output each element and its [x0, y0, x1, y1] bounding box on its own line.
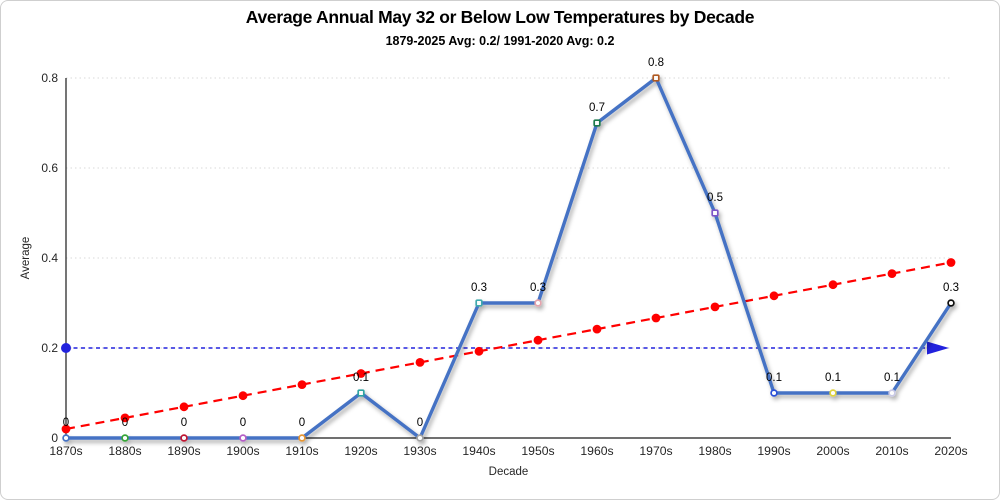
data-label: 0.5 — [707, 192, 723, 204]
data-label: 0.1 — [884, 372, 900, 384]
y-tick-label: 0.6 — [41, 161, 58, 175]
trend-point — [120, 413, 130, 423]
data-point-1970s — [652, 74, 660, 82]
data-point-1900s — [239, 434, 247, 442]
trend-point — [946, 258, 956, 267]
y-tick-label: 0.8 — [41, 71, 58, 85]
data-point-2020s — [947, 299, 955, 307]
x-tick-label: 2010s — [875, 444, 908, 458]
x-tick-label: 1870s — [49, 444, 82, 458]
trend-point — [769, 291, 779, 301]
data-label: 0.3 — [530, 282, 546, 294]
x-tick-label: 1920s — [344, 444, 377, 458]
x-tick-label: 2000s — [816, 444, 849, 458]
trend-point — [179, 402, 189, 412]
x-tick-label: 1970s — [639, 444, 672, 458]
data-label: 0.3 — [471, 282, 487, 294]
x-tick-label: 1960s — [580, 444, 613, 458]
trend-point — [828, 280, 838, 290]
x-tick-label: 1900s — [226, 444, 259, 458]
trendline — [65, 261, 952, 431]
data-point-2000s — [829, 389, 837, 397]
data-label: 0 — [417, 417, 423, 429]
series-group — [62, 74, 955, 442]
chart-title: Average Annual May 32 or Below Low Tempe… — [245, 7, 755, 27]
data-point-1990s — [770, 389, 778, 397]
x-tick-label: 1910s — [285, 444, 318, 458]
trend-point — [238, 391, 248, 401]
y-tick-label: 0 — [51, 431, 58, 445]
series-line — [64, 76, 953, 440]
y-tick-label: 0.2 — [41, 341, 58, 355]
x-axis-title: Decade — [489, 466, 529, 478]
y-axis-title: Average — [20, 237, 32, 280]
data-point-1940s — [475, 299, 483, 307]
data-label: 0.1 — [825, 372, 841, 384]
x-tick-label: 1890s — [167, 444, 200, 458]
data-label: 0 — [122, 417, 128, 429]
trend-point — [356, 369, 366, 378]
x-tick-label: 1950s — [521, 444, 554, 458]
x-tick-label: 1880s — [108, 444, 141, 458]
data-point-1890s — [180, 434, 188, 442]
data-point-1920s — [357, 389, 365, 397]
data-label: 0.1 — [353, 372, 369, 384]
x-tick-label: 1930s — [403, 444, 436, 458]
data-point-1950s — [534, 299, 542, 307]
reference-start-dot — [61, 343, 71, 353]
data-point-1910s — [298, 434, 306, 442]
data-label: 0 — [181, 417, 187, 429]
data-point-1930s — [416, 434, 424, 442]
data-label: 0.3 — [943, 282, 959, 294]
data-label: 0 — [63, 417, 69, 429]
trend-point — [710, 302, 720, 312]
data-point-1880s — [121, 434, 129, 442]
trend-point — [61, 424, 71, 434]
x-tick-label: 1980s — [698, 444, 731, 458]
x-tick-label: 1990s — [757, 444, 790, 458]
chart-subtitle: 1879-2025 Avg: 0.2/ 1991-2020 Avg: 0.2 — [385, 34, 615, 48]
data-point-2010s — [888, 389, 896, 397]
x-tick-label: 1940s — [462, 444, 495, 458]
trend-point — [651, 313, 661, 323]
data-label: 0 — [299, 417, 305, 429]
data-label: 0.7 — [589, 102, 605, 114]
trend-point — [415, 358, 425, 367]
trend-point — [533, 335, 543, 345]
data-point-1980s — [711, 209, 719, 217]
data-point-1870s — [62, 434, 70, 442]
trend-point — [297, 380, 307, 389]
data-label: 0.1 — [766, 372, 782, 384]
data-point-1960s — [593, 119, 601, 127]
y-tick-label: 0.4 — [41, 251, 58, 265]
data-label: 0 — [240, 417, 246, 429]
x-tick-label: 2020s — [934, 444, 967, 458]
data-label: 0.8 — [648, 57, 664, 69]
trend-point — [474, 346, 484, 356]
trend-point — [592, 324, 602, 334]
reference-arrow-icon — [927, 341, 949, 355]
trend-point — [887, 269, 897, 278]
